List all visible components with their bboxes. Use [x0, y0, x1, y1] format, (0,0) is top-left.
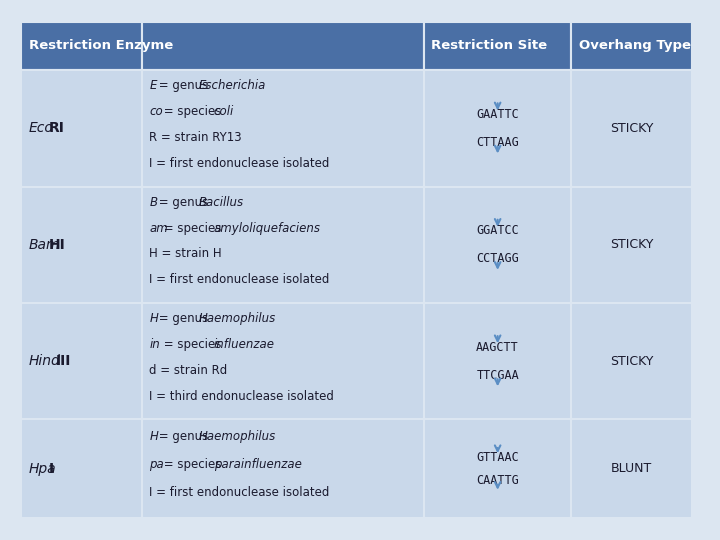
Text: CCTAGG: CCTAGG: [476, 252, 519, 265]
Text: GGATCC: GGATCC: [476, 224, 519, 238]
Text: Restriction Site: Restriction Site: [431, 39, 547, 52]
Text: = genus: = genus: [155, 312, 212, 325]
FancyBboxPatch shape: [572, 22, 692, 70]
FancyBboxPatch shape: [142, 303, 424, 420]
Text: I = first endonuclease isolated: I = first endonuclease isolated: [149, 487, 330, 500]
Text: = species: = species: [161, 458, 225, 471]
Text: am: am: [149, 221, 168, 234]
FancyBboxPatch shape: [424, 70, 572, 187]
Text: R = strain RY13: R = strain RY13: [149, 131, 242, 144]
Text: III: III: [55, 354, 71, 368]
Text: amyloliquefaciens: amyloliquefaciens: [214, 221, 321, 234]
Text: STICKY: STICKY: [610, 122, 654, 135]
Text: TTCGAA: TTCGAA: [476, 369, 519, 382]
Text: Eco: Eco: [29, 122, 53, 136]
Text: BLUNT: BLUNT: [611, 462, 652, 475]
Text: I = third endonuclease isolated: I = third endonuclease isolated: [149, 390, 334, 403]
Text: STICKY: STICKY: [610, 355, 654, 368]
FancyBboxPatch shape: [142, 22, 424, 70]
FancyBboxPatch shape: [142, 187, 424, 303]
FancyBboxPatch shape: [424, 303, 572, 420]
Text: = species: = species: [161, 338, 225, 351]
FancyBboxPatch shape: [22, 22, 142, 70]
FancyBboxPatch shape: [424, 22, 572, 70]
FancyBboxPatch shape: [142, 420, 424, 518]
Text: H: H: [149, 430, 158, 443]
Text: CTTAAG: CTTAAG: [476, 136, 519, 149]
Text: = genus: = genus: [155, 79, 212, 92]
FancyBboxPatch shape: [572, 70, 692, 187]
Text: d = strain Rd: d = strain Rd: [149, 364, 228, 377]
FancyBboxPatch shape: [424, 420, 572, 518]
Text: in: in: [149, 338, 160, 351]
Text: Bacillus: Bacillus: [199, 195, 243, 208]
Text: influenzae: influenzae: [214, 338, 275, 351]
Text: Escherichia: Escherichia: [199, 79, 266, 92]
Text: GAATTC: GAATTC: [476, 108, 519, 121]
Text: = species: = species: [161, 221, 225, 234]
Text: E: E: [149, 79, 157, 92]
Text: H = strain H: H = strain H: [149, 247, 222, 260]
Text: CAATTG: CAATTG: [476, 474, 519, 487]
FancyBboxPatch shape: [424, 187, 572, 303]
Text: co: co: [149, 105, 163, 118]
Text: Haemophilus: Haemophilus: [199, 430, 276, 443]
Text: HI: HI: [49, 238, 66, 252]
Text: parainfluenzae: parainfluenzae: [214, 458, 302, 471]
FancyBboxPatch shape: [142, 70, 424, 187]
FancyBboxPatch shape: [572, 420, 692, 518]
FancyBboxPatch shape: [22, 187, 142, 303]
Text: AAGCTT: AAGCTT: [476, 341, 519, 354]
Text: I = first endonuclease isolated: I = first endonuclease isolated: [149, 157, 330, 170]
Text: Hind: Hind: [29, 354, 60, 368]
Text: coli: coli: [214, 105, 234, 118]
Text: B: B: [149, 195, 157, 208]
FancyBboxPatch shape: [572, 303, 692, 420]
Text: STICKY: STICKY: [610, 238, 654, 251]
Text: = species: = species: [161, 105, 225, 118]
FancyBboxPatch shape: [22, 420, 142, 518]
Text: Hpa: Hpa: [29, 462, 56, 476]
Text: I = first endonuclease isolated: I = first endonuclease isolated: [149, 273, 330, 286]
FancyBboxPatch shape: [572, 187, 692, 303]
Text: Haemophilus: Haemophilus: [199, 312, 276, 325]
Text: = genus: = genus: [155, 430, 212, 443]
FancyBboxPatch shape: [22, 70, 142, 187]
Text: I: I: [49, 462, 54, 476]
Text: H: H: [149, 312, 158, 325]
Text: RI: RI: [49, 122, 65, 136]
Text: GTTAAC: GTTAAC: [476, 450, 519, 463]
Text: Overhang Type: Overhang Type: [579, 39, 690, 52]
Text: Restriction Enzyme: Restriction Enzyme: [29, 39, 173, 52]
Text: Bam: Bam: [29, 238, 60, 252]
Text: = genus: = genus: [155, 195, 212, 208]
Text: pa: pa: [149, 458, 164, 471]
FancyBboxPatch shape: [22, 303, 142, 420]
